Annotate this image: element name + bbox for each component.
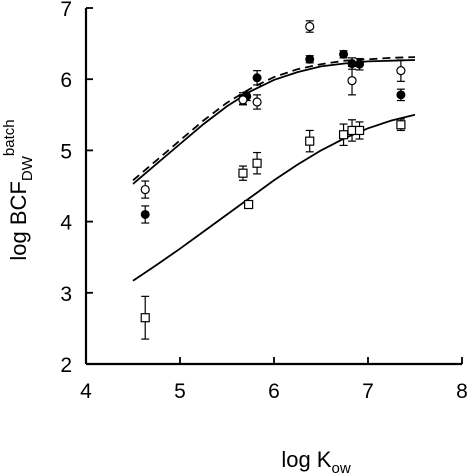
y-tick-label: 2 (60, 354, 72, 377)
y-tick-label: 4 (60, 212, 72, 235)
data-point (238, 94, 248, 106)
marker-filled-circle (355, 59, 365, 69)
marker-open-circle (396, 66, 406, 76)
data-point (339, 49, 349, 59)
marker-open-square (244, 199, 254, 210)
y-tick-label: 6 (60, 69, 72, 92)
marker-open-square (252, 158, 262, 168)
marker-filled-circle (140, 209, 150, 219)
x-axis-title-main: log K (281, 447, 331, 472)
data-point (305, 20, 315, 33)
x-axis-title-subscript: ow (331, 460, 350, 473)
fit-curve-2 (132, 59, 416, 185)
data-point (347, 65, 357, 96)
x-tick-label: 4 (80, 380, 92, 403)
data-point (140, 295, 150, 340)
y-tick-label: 5 (60, 140, 72, 163)
marker-filled-circle (396, 90, 406, 100)
data-point (396, 88, 406, 102)
x-tick-label: 8 (456, 380, 468, 403)
data-point (305, 129, 315, 153)
fit-curve-3 (132, 113, 416, 282)
data-point (396, 59, 406, 82)
marker-open-circle (140, 184, 150, 195)
marker-filled-circle (339, 49, 349, 59)
marker-open-square (305, 136, 315, 146)
data-point (347, 119, 357, 142)
data-point (252, 151, 262, 175)
axis-labels: log Kow log BCFDWbatch (1, 119, 351, 473)
data-point (338, 123, 349, 147)
data-point (140, 205, 150, 224)
x-axis-title: log Kow (281, 447, 350, 473)
marker-open-square (238, 168, 248, 178)
x-tick-label: 6 (268, 380, 280, 403)
y-tick-label: 7 (60, 0, 72, 21)
data-point (252, 70, 262, 86)
x-tick-label: 7 (362, 380, 374, 403)
data-point (140, 180, 150, 199)
marker-open-circle (238, 95, 248, 105)
y-axis-title-superscript: batch (1, 119, 18, 156)
marker-open-square (338, 130, 349, 140)
data-point (355, 57, 365, 71)
marker-open-square (354, 125, 365, 136)
marker-open-square (396, 120, 406, 130)
x-tick-label: 5 (174, 380, 186, 403)
data-point (252, 94, 262, 110)
axes: 4 5 6 7 8 2 3 4 5 6 7 (60, 0, 468, 403)
y-axis-title: log BCFDWbatch (1, 119, 36, 260)
y-tick-label: 3 (60, 283, 72, 306)
y-axis-title-main: log BCF (6, 181, 31, 260)
marker-open-circle (347, 76, 357, 86)
marker-filled-circle (305, 54, 315, 64)
fit-curves (132, 56, 416, 282)
fit-curve-1 (132, 56, 416, 181)
marker-open-square (140, 313, 150, 323)
data-point (396, 118, 406, 132)
marker-open-circle (305, 21, 315, 32)
marker-filled-circle (252, 73, 262, 83)
data-points (140, 20, 406, 340)
data-point (305, 54, 315, 64)
marker-open-square (347, 125, 357, 136)
marker-open-circle (252, 97, 262, 107)
data-point (244, 199, 254, 210)
data-point (238, 165, 248, 181)
y-axis-title-subscript: DW (19, 155, 36, 181)
data-point (354, 121, 365, 140)
